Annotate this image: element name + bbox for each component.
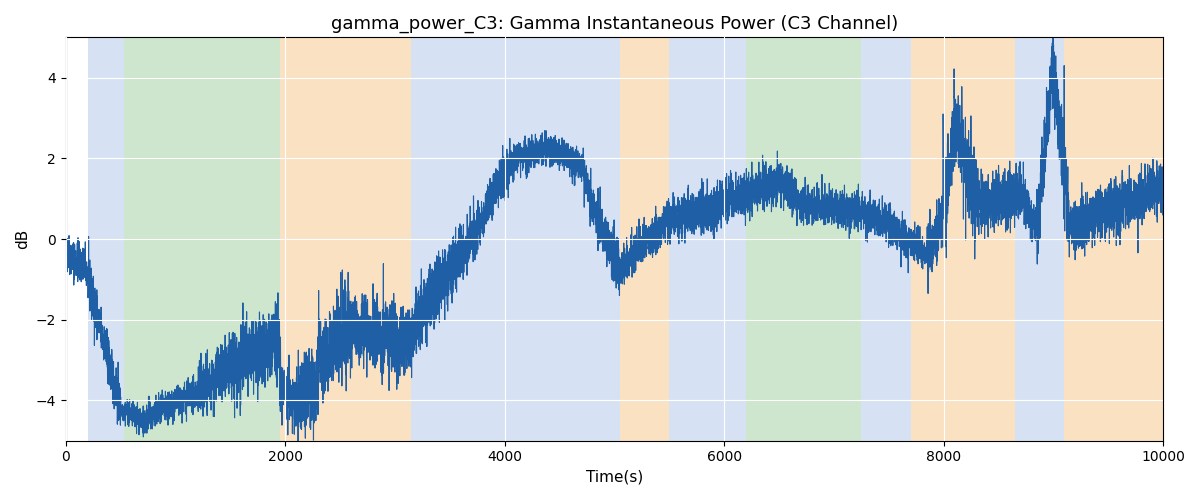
Bar (670, 38, 746, 440)
Bar (1064, 38, 1163, 440)
Bar (746, 38, 862, 440)
Bar (1015, 38, 1064, 440)
Bar (862, 38, 911, 440)
Bar (455, 38, 620, 440)
Y-axis label: dB: dB (16, 229, 30, 249)
Bar (280, 38, 412, 440)
Bar (412, 38, 455, 440)
Bar (124, 38, 280, 440)
Bar (88, 38, 124, 440)
Bar (620, 38, 670, 440)
Title: gamma_power_C3: Gamma Instantaneous Power (C3 Channel): gamma_power_C3: Gamma Instantaneous Powe… (331, 15, 898, 34)
Bar (911, 38, 1015, 440)
X-axis label: Time(s): Time(s) (586, 470, 643, 485)
